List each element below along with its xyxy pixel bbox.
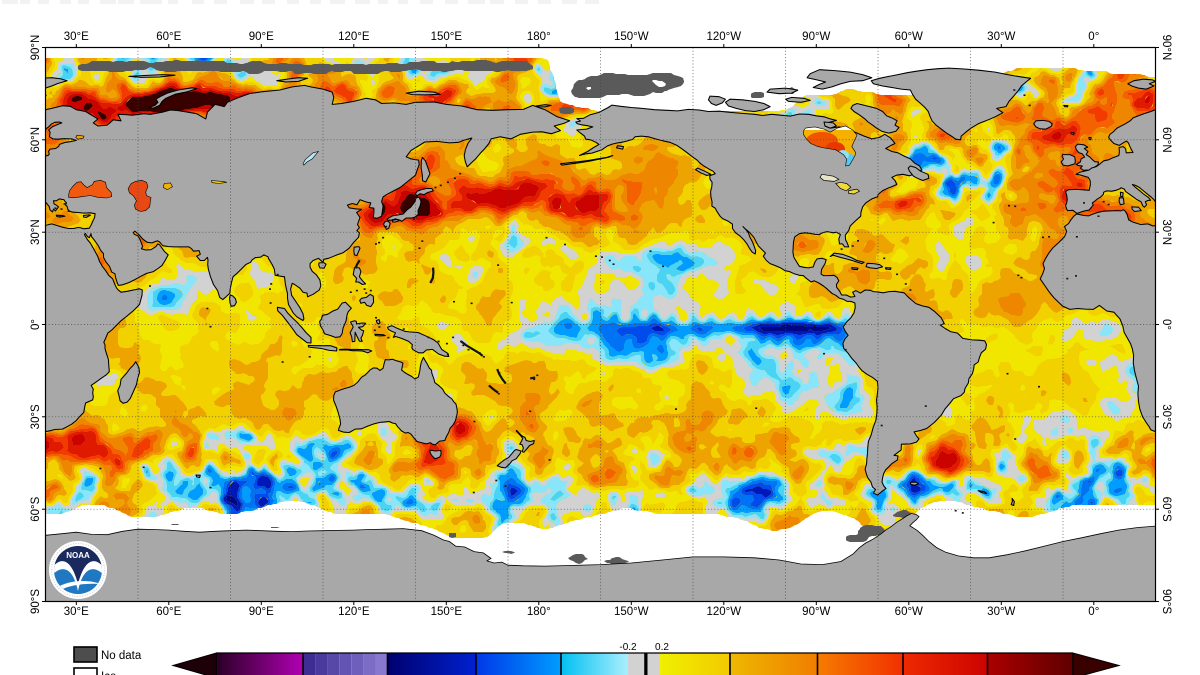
svg-text:90°E: 90°E	[249, 606, 274, 618]
svg-text:0°: 0°	[1088, 606, 1099, 618]
svg-text:Ice: Ice	[101, 671, 116, 675]
svg-text:0°: 0°	[30, 319, 42, 330]
svg-text:90°N: 90°N	[1160, 35, 1172, 61]
svg-text:30°W: 30°W	[987, 31, 1015, 43]
svg-text:90°W: 90°W	[802, 606, 830, 618]
svg-text:60°E: 60°E	[156, 31, 181, 43]
svg-text:150°W: 150°W	[614, 606, 649, 618]
svg-text:-0.2: -0.2	[619, 642, 637, 653]
svg-text:120°E: 120°E	[338, 31, 370, 43]
svg-text:No data: No data	[101, 650, 142, 662]
svg-text:120°W: 120°W	[706, 606, 741, 618]
svg-text:150°W: 150°W	[614, 31, 649, 43]
svg-text:0.2: 0.2	[655, 642, 669, 653]
svg-text:60°W: 60°W	[895, 31, 923, 43]
svg-text:NOAA: NOAA	[66, 551, 90, 560]
svg-text:60°S: 60°S	[30, 496, 42, 521]
svg-text:30°E: 30°E	[64, 31, 89, 43]
svg-text:90°S: 90°S	[30, 589, 42, 614]
svg-text:90°S: 90°S	[1160, 589, 1172, 614]
svg-text:30°W: 30°W	[987, 606, 1015, 618]
svg-text:0°: 0°	[1088, 31, 1099, 43]
svg-text:30°N: 30°N	[1160, 219, 1172, 245]
svg-text:120°E: 120°E	[338, 606, 370, 618]
svg-text:30°E: 30°E	[64, 606, 89, 618]
svg-text:150°E: 150°E	[431, 31, 463, 43]
svg-text:30°N: 30°N	[30, 219, 42, 245]
svg-text:90°W: 90°W	[802, 31, 830, 43]
svg-text:30°S: 30°S	[30, 404, 42, 429]
svg-text:60°E: 60°E	[156, 606, 181, 618]
svg-text:60°N: 60°N	[30, 127, 42, 153]
svg-text:150°E: 150°E	[431, 606, 463, 618]
svg-text:60°N: 60°N	[1160, 127, 1172, 153]
svg-text:120°W: 120°W	[706, 31, 741, 43]
svg-text:90°E: 90°E	[249, 31, 274, 43]
svg-text:60°S: 60°S	[1160, 497, 1172, 522]
svg-text:0°: 0°	[1160, 319, 1172, 330]
svg-text:180°: 180°	[527, 31, 551, 43]
svg-text:60°W: 60°W	[895, 606, 923, 618]
svg-text:90°N: 90°N	[30, 35, 42, 61]
svg-text:180°: 180°	[527, 606, 551, 618]
svg-text:30°S: 30°S	[1160, 404, 1172, 429]
